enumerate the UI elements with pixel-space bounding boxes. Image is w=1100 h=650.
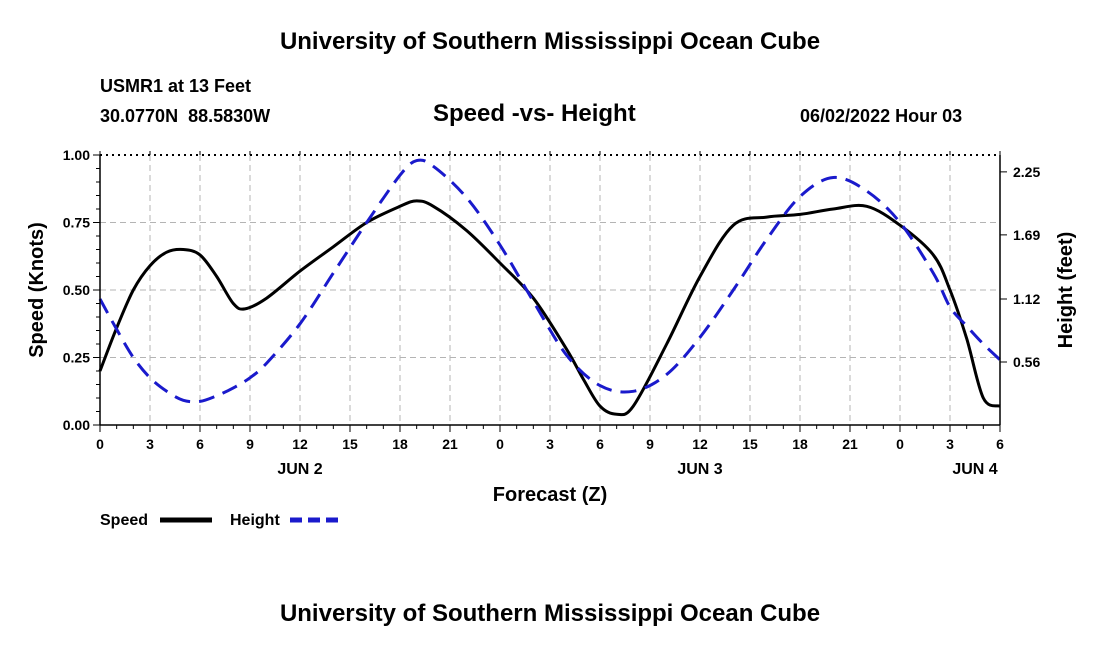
x-tick-label: 15 (342, 436, 358, 452)
y2-tick-label: 2.25 (1013, 164, 1040, 180)
coordinates-label: 30.0770N 88.5830W (100, 106, 271, 126)
day-label: JUN 4 (952, 461, 997, 478)
chart-grid (100, 155, 1000, 425)
day-label: JUN 3 (677, 461, 722, 478)
x-tick-label: 6 (596, 436, 604, 452)
station-label: USMR1 at 13 Feet (100, 76, 252, 96)
page-title: University of Southern Mississippi Ocean… (279, 28, 821, 55)
y2-tick-label: 0.56 (1013, 354, 1040, 370)
x-tick-label: 3 (146, 436, 154, 452)
x-tick-label: 6 (996, 436, 1004, 452)
x-tick-label: 18 (792, 436, 808, 452)
speed-height-chart: 0 3 6 9 12 15 18 21 0 3 6 9 12 15 18 21 0 3 6 JUN 2 JUN 3 JUN… (26, 147, 1077, 529)
y2-axis-label: Height (feet) (1055, 232, 1077, 349)
x-tick-label: 18 (392, 436, 408, 452)
x-axis-label: Forecast (Z) (493, 484, 607, 506)
chart-title: Speed -vs- Height (433, 100, 636, 127)
datetime-label: 06/02/2022 Hour 03 (800, 106, 963, 126)
x-tick-label: 0 (96, 436, 104, 452)
y2-tick-label: 1.69 (1013, 227, 1040, 243)
y-tick-label: 0.00 (63, 417, 90, 433)
y-tick-label: 1.00 (63, 147, 90, 163)
series-line-height (98, 158, 1002, 404)
x-tick-label: 15 (742, 436, 758, 452)
x-tick-label: 3 (946, 436, 954, 452)
y-tick-label: 0.50 (63, 282, 90, 298)
x-tick-label: 9 (246, 436, 254, 452)
legend-speed-label: Speed (100, 512, 148, 529)
x-tick-label: 0 (896, 436, 904, 452)
x-tick-label: 6 (196, 436, 204, 452)
day-label: JUN 2 (277, 461, 322, 478)
y-tick-label: 0.25 (63, 350, 90, 366)
y2-tick-label: 1.12 (1013, 291, 1040, 307)
y-tick-label: 0.75 (63, 215, 90, 231)
footer-title: University of Southern Mississippi Ocean… (279, 600, 821, 627)
x-tick-label: 0 (496, 436, 504, 452)
x-tick-label: 9 (646, 436, 654, 452)
chart-series (98, 158, 1002, 417)
chart-ticks: 0 3 6 9 12 15 18 21 0 3 6 9 12 15 18 21 0 3 6 JUN 2 JUN 3 JUN… (63, 147, 1041, 478)
x-tick-label: 21 (842, 436, 858, 452)
chart-legend: Speed Height (100, 512, 342, 529)
x-tick-label: 12 (692, 436, 708, 452)
series-line-speed (98, 199, 1001, 417)
x-tick-label: 3 (546, 436, 554, 452)
x-tick-label: 12 (292, 436, 308, 452)
legend-height-label: Height (230, 512, 280, 529)
y-axis-label: Speed (Knots) (26, 222, 48, 358)
x-tick-label: 21 (442, 436, 458, 452)
